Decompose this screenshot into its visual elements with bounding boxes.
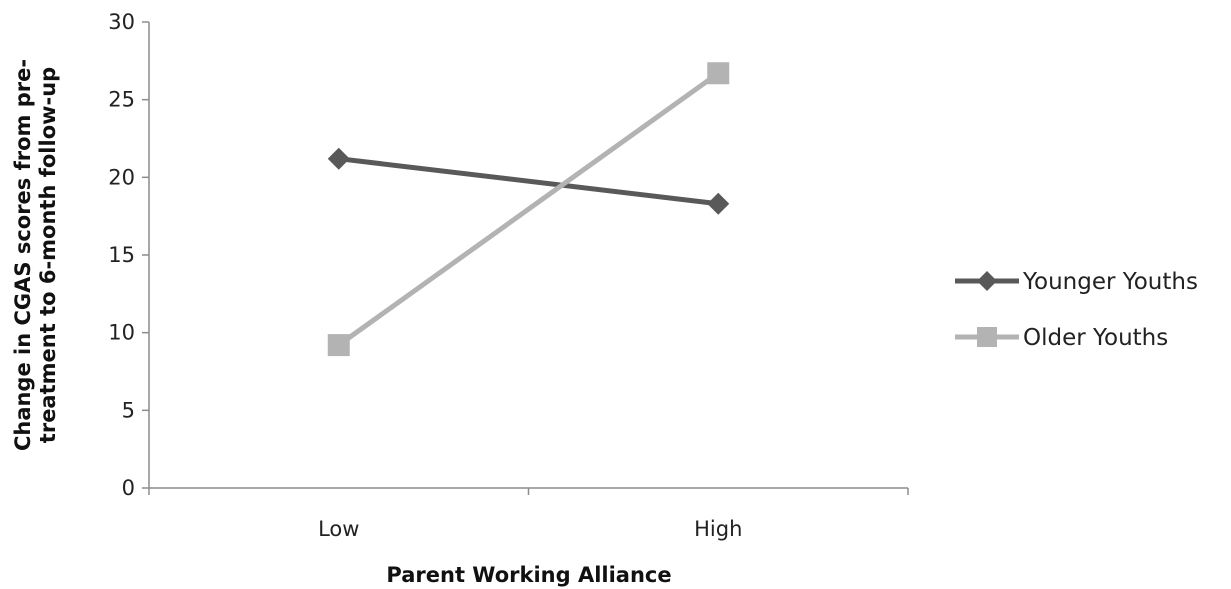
data-point-older-youths [327, 334, 350, 357]
x-tick-label: Low [318, 517, 359, 541]
series-line-younger-youths [338, 156, 719, 207]
legend-label-younger-youths: Younger Youths [1022, 269, 1198, 295]
y-axis-title: Change in CGAS scores from pre- treatmen… [11, 59, 60, 451]
y-tick-label: 30 [108, 10, 135, 34]
y-tick-label: 5 [122, 398, 135, 422]
x-axis-title: Parent Working Alliance [386, 563, 671, 587]
data-point-younger-youths [327, 147, 350, 170]
legend-marker-older-youths [977, 327, 997, 347]
x-tick-label: High [694, 517, 742, 541]
y-tick-label: 25 [108, 88, 135, 112]
y-tick-label: 0 [122, 476, 135, 500]
legend: Younger Youths Older Youths [955, 269, 1198, 351]
legend-marker-younger-youths [977, 271, 997, 291]
y-tick-label: 10 [108, 321, 135, 345]
axes: 0 5 10 15 20 25 30 Low High [108, 10, 909, 541]
data-point-older-youths [707, 62, 730, 85]
data-point-younger-youths [707, 192, 730, 215]
y-tick-label: 15 [108, 243, 135, 267]
series-layer [327, 62, 730, 357]
legend-item-older-youths: Older Youths [955, 325, 1168, 351]
series-line-older-youths [337, 71, 720, 348]
legend-label-older-youths: Older Youths [1023, 325, 1168, 351]
y-tick-label: 20 [108, 165, 135, 189]
y-axis-title-line-1: Change in CGAS scores from pre- [11, 59, 35, 451]
y-axis-title-line-2: treatment to 6-month follow-up [36, 67, 60, 443]
legend-item-younger-youths: Younger Youths [955, 269, 1198, 295]
